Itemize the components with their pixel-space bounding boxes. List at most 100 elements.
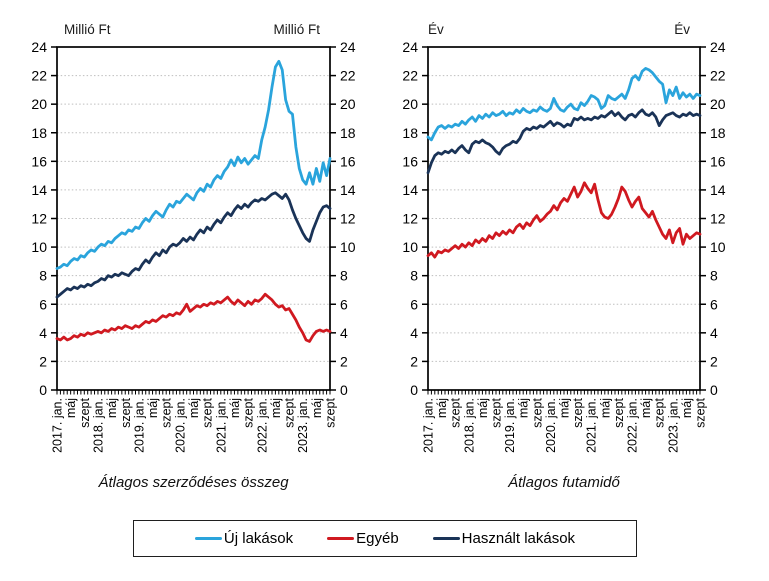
y-axis-unit-right-panel-right: Év [674, 22, 690, 37]
svg-text:18: 18 [402, 125, 418, 141]
svg-text:2019. jan.: 2019. jan. [132, 398, 146, 453]
svg-text:12: 12 [31, 211, 47, 227]
panel-title-contract-amount: Átlagos szerződéses összeg [98, 474, 289, 491]
svg-text:2022. jan.: 2022. jan. [626, 398, 640, 453]
y-axis-unit-left-panel-left: Millió Ft [64, 22, 111, 37]
svg-text:6: 6 [39, 296, 47, 312]
legend: Új lakások Egyéb Használt lakások [133, 520, 637, 557]
y-axis-unit-right-panel-left: Év [428, 22, 444, 37]
svg-text:16: 16 [402, 153, 418, 169]
svg-text:máj: máj [680, 398, 694, 418]
svg-text:szept: szept [242, 397, 256, 427]
svg-text:2022. jan.: 2022. jan. [255, 398, 269, 453]
svg-text:6: 6 [410, 296, 418, 312]
svg-text:16: 16 [31, 153, 47, 169]
svg-text:10: 10 [31, 239, 47, 255]
svg-text:20: 20 [710, 96, 726, 112]
svg-text:2021. jan.: 2021. jan. [214, 398, 228, 453]
svg-text:2017. jan.: 2017. jan. [51, 398, 65, 453]
svg-text:máj: máj [558, 398, 572, 418]
legend-line-swatch-uj-lakasok [194, 536, 222, 541]
svg-text:6: 6 [710, 296, 718, 312]
svg-text:2019. jan.: 2019. jan. [503, 398, 517, 453]
svg-text:2023. jan.: 2023. jan. [296, 398, 310, 453]
svg-text:szept: szept [449, 397, 463, 427]
svg-text:0: 0 [340, 382, 348, 398]
svg-text:máj: máj [105, 398, 119, 418]
svg-text:18: 18 [31, 125, 47, 141]
svg-text:14: 14 [340, 182, 356, 198]
svg-text:12: 12 [710, 211, 726, 227]
svg-text:24: 24 [340, 39, 356, 55]
panel-title-term: Átlagos futamidő [508, 474, 620, 491]
svg-text:4: 4 [410, 325, 418, 341]
svg-text:szept: szept [324, 397, 338, 427]
svg-text:22: 22 [31, 68, 47, 84]
svg-text:10: 10 [340, 239, 356, 255]
legend-label-uj-lakasok: Új lakások [223, 530, 294, 547]
svg-text:4: 4 [710, 325, 718, 341]
svg-text:2: 2 [710, 353, 718, 369]
svg-text:máj: máj [598, 398, 612, 418]
svg-text:24: 24 [710, 39, 726, 55]
svg-text:2021. jan.: 2021. jan. [585, 398, 599, 453]
svg-text:18: 18 [340, 125, 356, 141]
svg-text:10: 10 [710, 239, 726, 255]
svg-text:szept: szept [653, 397, 667, 427]
svg-text:máj: máj [228, 398, 242, 418]
svg-text:8: 8 [39, 268, 47, 284]
svg-text:szept: szept [612, 397, 626, 427]
svg-text:szept: szept [694, 397, 708, 427]
legend-item-egyeb: Egyéb [327, 530, 399, 547]
svg-text:2018. jan.: 2018. jan. [91, 398, 105, 453]
svg-text:máj: máj [517, 398, 531, 418]
svg-text:2: 2 [39, 353, 47, 369]
svg-text:4: 4 [39, 325, 47, 341]
svg-text:14: 14 [31, 182, 47, 198]
svg-text:máj: máj [435, 398, 449, 418]
svg-text:máj: máj [269, 398, 283, 418]
svg-text:szept: szept [283, 397, 297, 427]
svg-text:24: 24 [31, 39, 47, 55]
svg-text:0: 0 [39, 382, 47, 398]
svg-text:máj: máj [64, 398, 78, 418]
svg-text:16: 16 [340, 153, 356, 169]
svg-text:22: 22 [710, 68, 726, 84]
svg-text:szept: szept [160, 397, 174, 427]
y-axis-unit-left-panel-right: Millió Ft [273, 22, 321, 37]
svg-text:6: 6 [340, 296, 348, 312]
svg-text:máj: máj [146, 398, 160, 418]
svg-text:2020. jan.: 2020. jan. [544, 398, 558, 453]
svg-text:szept: szept [490, 397, 504, 427]
svg-text:16: 16 [710, 153, 726, 169]
svg-text:szept: szept [530, 397, 544, 427]
legend-line-swatch-hasznalt-lakasok [432, 536, 460, 541]
svg-text:szept: szept [78, 397, 92, 427]
svg-text:máj: máj [639, 398, 653, 418]
svg-text:22: 22 [340, 68, 356, 84]
svg-text:8: 8 [710, 268, 718, 284]
legend-label-egyeb: Egyéb [356, 530, 399, 547]
svg-text:2: 2 [340, 353, 348, 369]
svg-text:24: 24 [402, 39, 418, 55]
legend-item-hasznalt-lakasok: Használt lakások [432, 530, 575, 547]
svg-text:máj: máj [187, 398, 201, 418]
svg-text:14: 14 [402, 182, 418, 198]
svg-text:szept: szept [201, 397, 215, 427]
svg-text:12: 12 [402, 211, 418, 227]
svg-text:4: 4 [340, 325, 348, 341]
svg-text:2023. jan.: 2023. jan. [666, 398, 680, 453]
svg-text:0: 0 [710, 382, 718, 398]
svg-text:10: 10 [402, 239, 418, 255]
svg-text:14: 14 [710, 182, 726, 198]
svg-text:2018. jan.: 2018. jan. [462, 398, 476, 453]
svg-text:0: 0 [410, 382, 418, 398]
svg-text:2020. jan.: 2020. jan. [173, 398, 187, 453]
svg-text:8: 8 [340, 268, 348, 284]
legend-line-swatch-egyeb [327, 536, 355, 541]
svg-text:2017. jan.: 2017. jan. [422, 398, 436, 453]
svg-text:22: 22 [402, 68, 418, 84]
svg-text:máj: máj [310, 398, 324, 418]
